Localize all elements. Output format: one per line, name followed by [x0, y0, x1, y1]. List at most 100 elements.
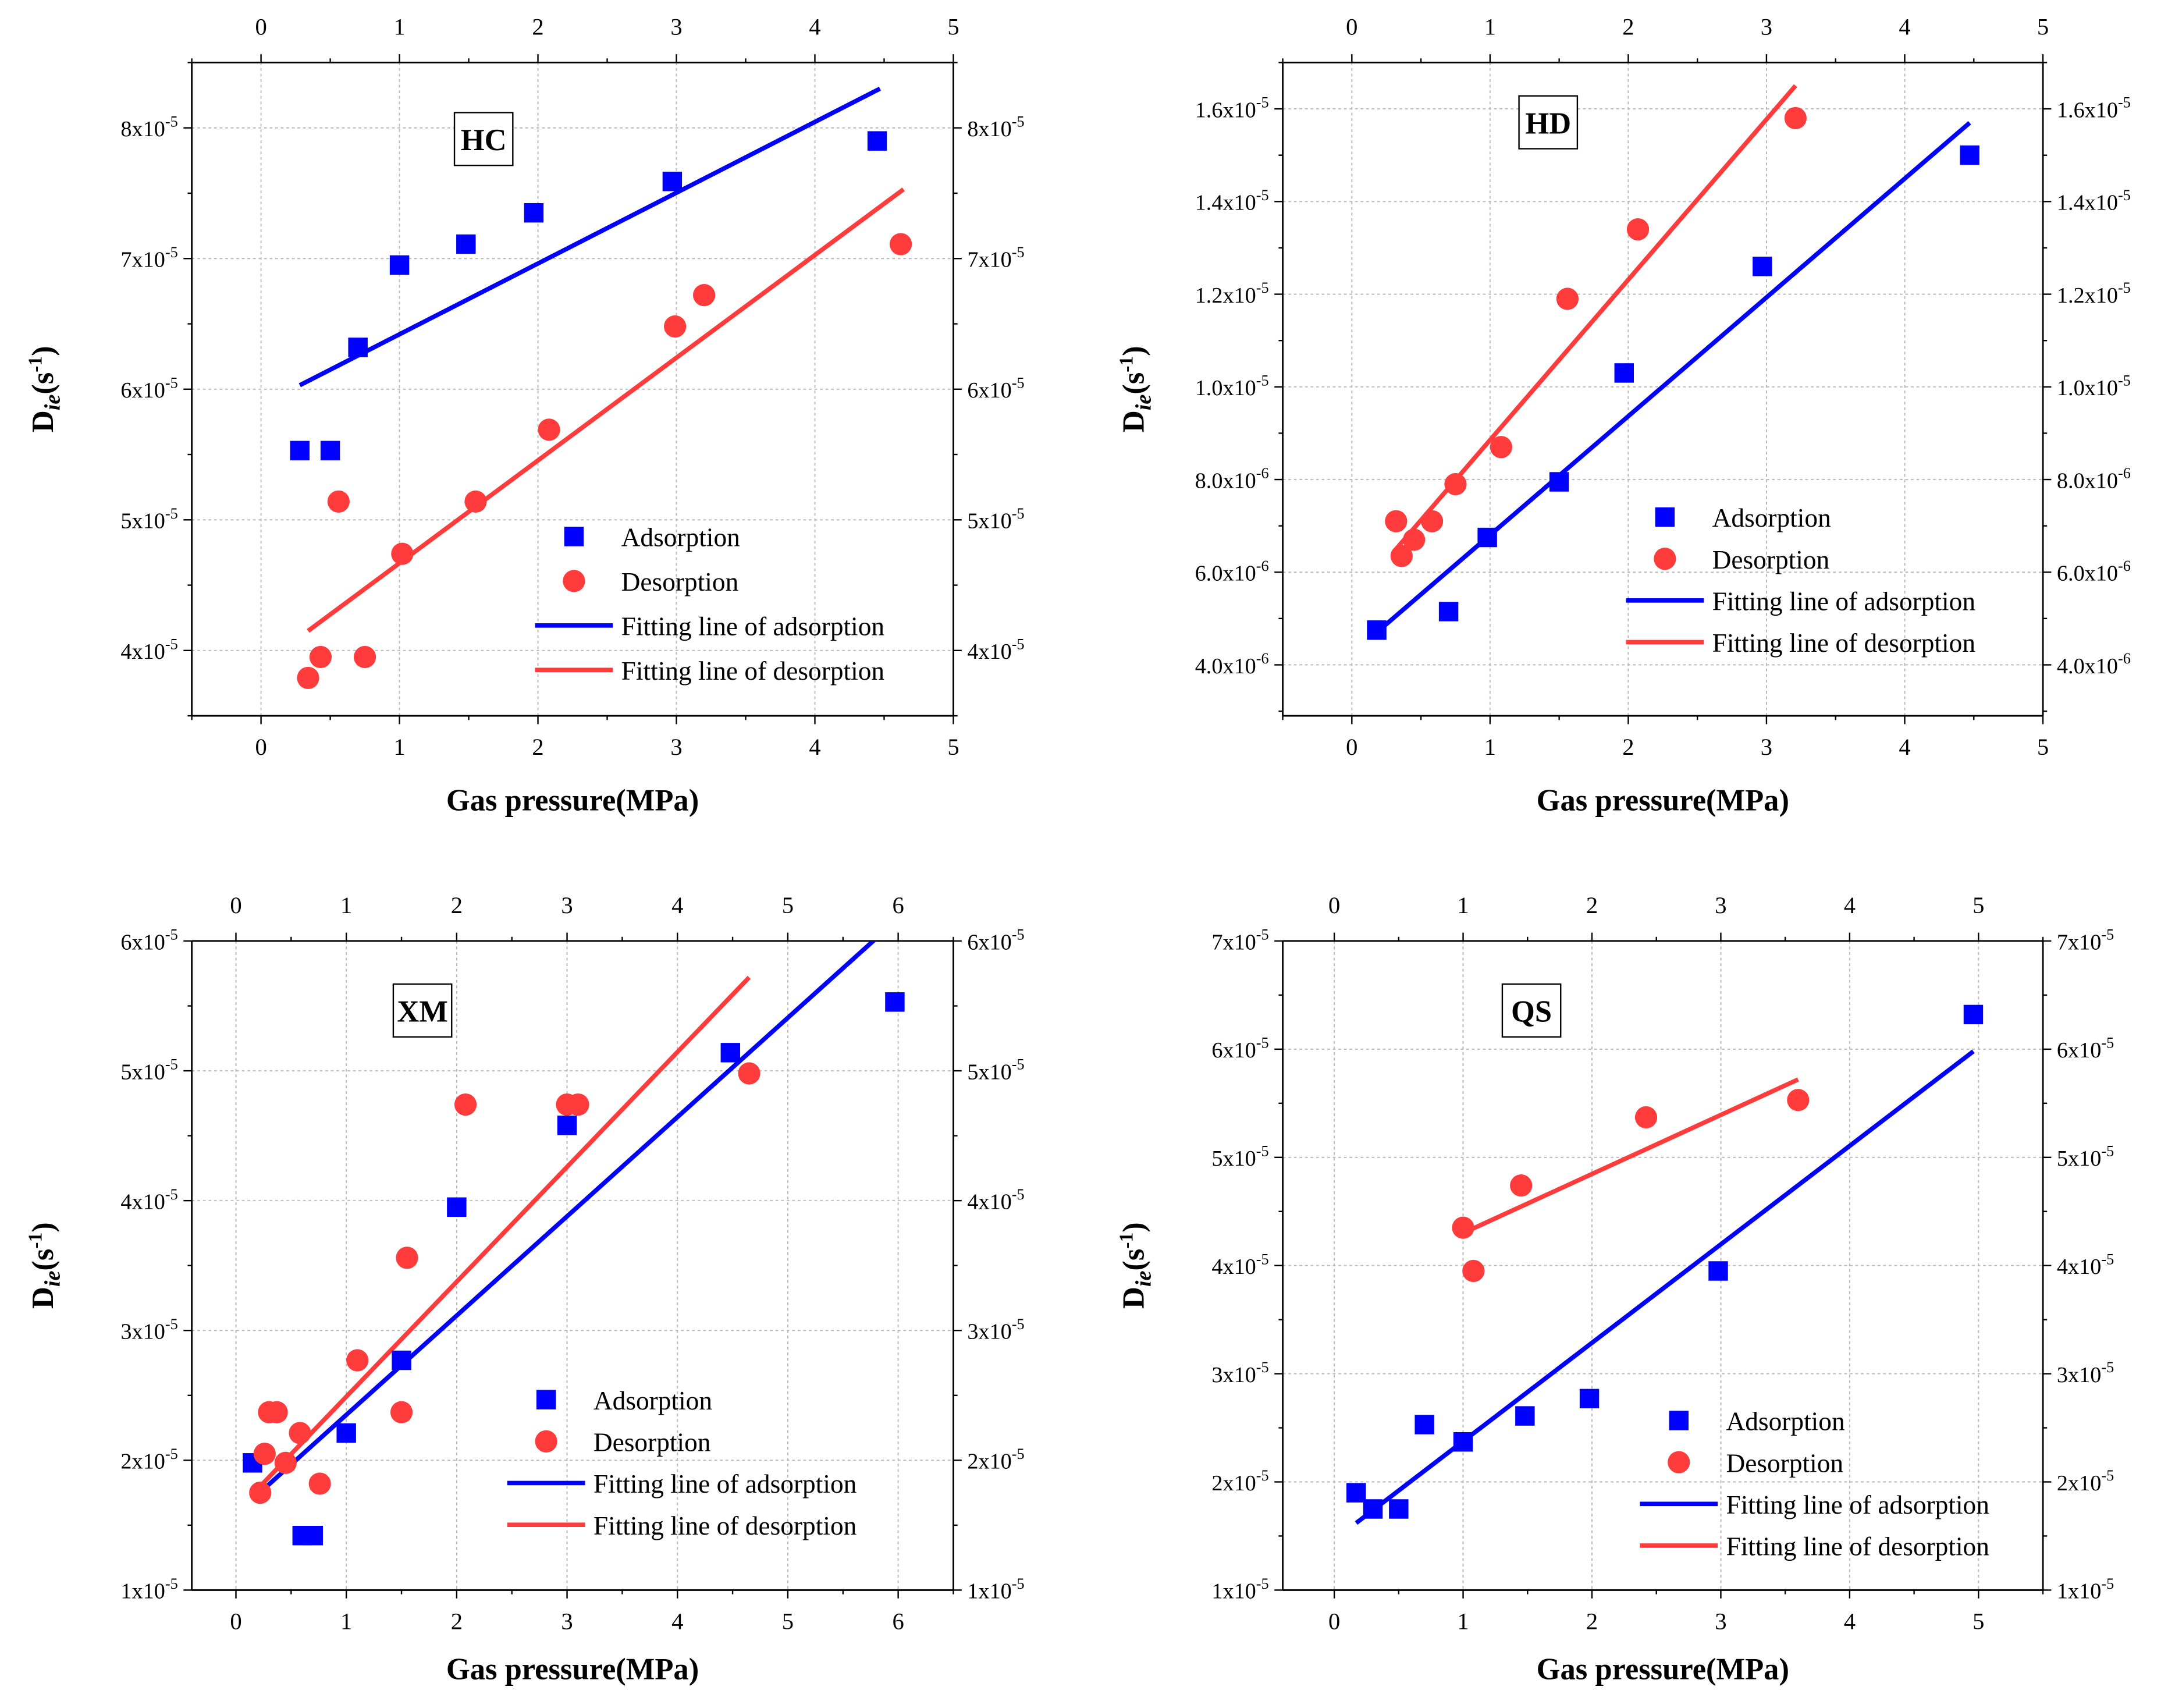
point-desorption [738, 1062, 760, 1085]
point-adsorption [1414, 1415, 1434, 1434]
point-adsorption [557, 1116, 577, 1135]
point-adsorption [1367, 620, 1387, 640]
point-adsorption [1453, 1432, 1473, 1452]
y-tick-label: 7x10-5 [120, 244, 177, 272]
point-desorption [297, 666, 319, 690]
y-axis-label: Die(s-1) [1116, 1222, 1156, 1309]
x-tick-label-top: 6 [892, 892, 904, 918]
fit-line-desorption [1394, 84, 1797, 551]
y-tick-label: 3x10-5 [1211, 1359, 1268, 1387]
legend-label: Desorption [593, 1428, 711, 1457]
x-tick-label-top: 5 [2037, 14, 2049, 40]
x-tick-label: 2 [1586, 1608, 1598, 1634]
legend: Adsorption Desorption Fitting line of adso… [535, 523, 884, 686]
point-adsorption [1963, 1004, 1984, 1025]
chart-hc: 0 0 1 1 2 2 3 3 4 4 5 5 4x10-5 4x10-5 5x10-5 5x10-5 6x10… [25, 14, 1025, 818]
y-tick-label-right: 1.2x10-5 [2057, 279, 2131, 308]
x-tick-label-top: 5 [947, 14, 959, 40]
point-desorption [664, 315, 687, 338]
x-axis-label: Gas pressure(MPa) [1537, 783, 1789, 817]
y-tick-label-right: 1x10-5 [2057, 1575, 2114, 1604]
legend-symbol-adsorption [564, 527, 584, 546]
legend-label: Desorption [1712, 545, 1830, 574]
plot-marks [290, 86, 912, 690]
point-desorption [1403, 528, 1426, 551]
fit-line-desorption [1462, 1077, 1799, 1235]
x-tick-label-top: 3 [1715, 892, 1726, 918]
point-adsorption [290, 441, 310, 461]
x-tick-label: 1 [340, 1608, 352, 1634]
point-desorption [454, 1093, 477, 1116]
x-tick-label: 1 [393, 734, 405, 760]
title-box [1501, 983, 1562, 1038]
point-adsorption [867, 131, 887, 151]
point-adsorption [1438, 602, 1459, 622]
x-tick-label-top: 1 [1457, 892, 1469, 918]
y-tick-label-right: 4.0x10-6 [2057, 650, 2131, 679]
x-tick-label: 0 [230, 1608, 241, 1634]
grid [191, 62, 954, 716]
legend-label: Fitting line of desorption [1726, 1532, 1989, 1561]
y-tick-label-right: 1x10-5 [967, 1575, 1024, 1604]
point-desorption [253, 1443, 276, 1465]
plot-marks [1367, 84, 1979, 640]
chart-title: QS [1501, 983, 1562, 1038]
point-desorption [889, 233, 912, 255]
point-adsorption [389, 255, 410, 275]
y-tick-label: 3x10-5 [120, 1316, 177, 1344]
legend-symbol-desorption [563, 570, 585, 592]
x-tick-label-top: 1 [340, 892, 352, 918]
x-tick-label-top: 0 [1328, 892, 1340, 918]
x-tick-label: 1 [1457, 1608, 1469, 1634]
legend-label: Fitting line of adsorption [1712, 587, 1975, 616]
title-text: HD [1525, 106, 1571, 140]
point-desorption [1556, 287, 1579, 310]
y-tick-label-right: 6x10-5 [2057, 1035, 2114, 1063]
point-desorption [1787, 1089, 1810, 1112]
point-adsorption [303, 1525, 323, 1546]
y-tick-label: 5x10-5 [120, 505, 177, 534]
legend-label: Fitting line of adsorption [593, 1469, 856, 1499]
point-adsorption [320, 441, 340, 461]
point-adsorption [524, 203, 544, 223]
chart-qs: 0 0 1 1 2 2 3 3 4 4 5 5 1x10-5 1x10-5 2x10-5 2x10-5 3x10… [1116, 892, 2114, 1686]
point-desorption [309, 645, 332, 669]
x-axis-label: Gas pressure(MPa) [1537, 1652, 1789, 1686]
legend-label: Desorption [1726, 1448, 1843, 1478]
legend: Adsorption Desorption Fitting line of adso… [507, 1386, 856, 1540]
point-desorption [1634, 1106, 1658, 1129]
y-tick-label: 5x10-5 [120, 1056, 177, 1085]
legend-label: Adsorption [1712, 503, 1831, 532]
point-adsorption [1549, 472, 1569, 492]
point-adsorption [885, 992, 905, 1012]
x-tick-label-top: 3 [1761, 14, 1772, 40]
y-tick-label-right: 1.6x10-5 [2057, 94, 2131, 123]
point-adsorption [720, 1043, 741, 1063]
title-text: QS [1511, 995, 1552, 1029]
point-adsorption [1579, 1389, 1600, 1409]
y-tick-label-right: 5x10-5 [967, 1056, 1024, 1085]
point-adsorption [447, 1197, 467, 1217]
legend-label: Adsorption [621, 523, 740, 552]
point-desorption [567, 1093, 589, 1116]
chart-xm: 0 0 1 1 2 2 3 3 4 4 5 5 6 6 1x10-5 1x10-5 2x10-5 2x10-5 3x… [25, 892, 1025, 1686]
chart-title: XM [392, 983, 453, 1038]
x-tick-label: 6 [892, 1608, 904, 1634]
legend-label: Fitting line of desorption [1712, 628, 1975, 658]
legend-symbol-adsorption [536, 1390, 556, 1409]
point-adsorption [456, 234, 476, 254]
y-tick-label: 1x10-5 [1211, 1575, 1268, 1604]
legend-label: Fitting line of adsorption [1726, 1490, 1989, 1519]
y-tick-label: 4x10-5 [1211, 1251, 1268, 1279]
x-tick-label: 3 [670, 734, 682, 760]
point-desorption [346, 1349, 369, 1372]
fit-line-adsorption [1375, 121, 1971, 634]
y-axis-label: Die(s-1) [25, 346, 65, 432]
legend-label: Fitting line of desorption [593, 1511, 856, 1540]
chart-title: HD [1518, 95, 1579, 150]
x-tick-label: 2 [1622, 734, 1634, 760]
y-tick-label: 2x10-5 [1211, 1467, 1268, 1496]
x-tick-label-top: 2 [532, 14, 543, 40]
y-tick-label-right: 6x10-5 [967, 374, 1024, 403]
